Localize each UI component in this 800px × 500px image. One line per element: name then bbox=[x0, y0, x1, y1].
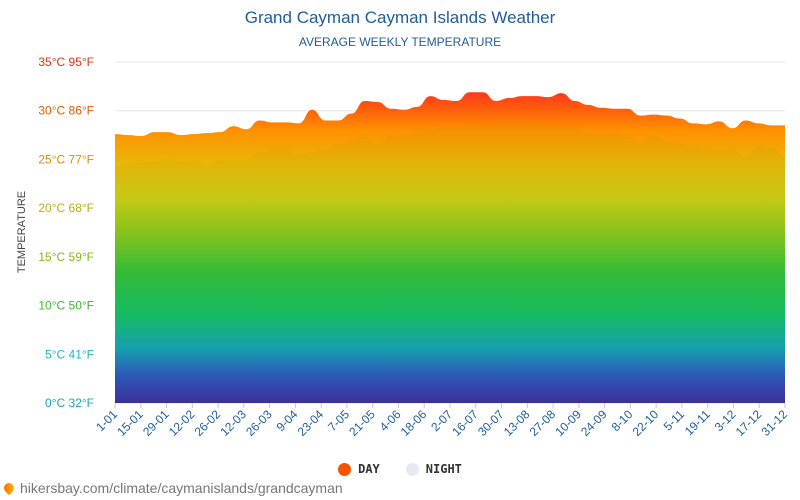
y-tick-label: 10°C 50°F bbox=[38, 299, 94, 313]
chart-subtitle: AVERAGE WEEKLY TEMPERATURE bbox=[298, 35, 502, 49]
plot-areas bbox=[115, 92, 785, 404]
y-tick-label: 15°C 59°F bbox=[38, 250, 94, 264]
x-tick-label: 31-12 bbox=[759, 407, 791, 439]
legend-item-day[interactable]: DAY bbox=[338, 462, 380, 476]
x-tick-label: 18-06 bbox=[398, 407, 430, 439]
legend: DAY NIGHT bbox=[0, 462, 800, 476]
x-tick-label: 24-09 bbox=[578, 407, 610, 439]
x-tick-label: 26-03 bbox=[243, 407, 275, 439]
day-dot-icon bbox=[338, 462, 352, 476]
x-axis-ticks: 1-0115-0129-0112-0226-0212-0326-039-0423… bbox=[93, 403, 790, 439]
watermark[interactable]: hikersbay.com/climate/caymanislands/gran… bbox=[1, 480, 343, 496]
y-tick-label: 25°C 77°F bbox=[38, 152, 94, 166]
series-night-shade bbox=[115, 123, 785, 403]
x-tick-label: 21-05 bbox=[346, 407, 378, 439]
x-tick-label: 17-12 bbox=[733, 407, 765, 439]
x-tick-label: 13-08 bbox=[501, 407, 533, 439]
night-dot-icon bbox=[405, 462, 419, 476]
x-tick-label: 29-01 bbox=[140, 407, 172, 439]
legend-label-night: NIGHT bbox=[425, 462, 462, 476]
x-tick-label: 30-07 bbox=[475, 407, 507, 439]
x-tick-label: 12-02 bbox=[166, 407, 198, 439]
x-tick-label: 16-07 bbox=[449, 407, 481, 439]
x-tick-label: 10-09 bbox=[552, 407, 584, 439]
x-tick-label: 22-10 bbox=[630, 407, 662, 439]
watermark-text: hikersbay.com/climate/caymanislands/gran… bbox=[20, 480, 343, 496]
y-axis-label: TEMPERATURE bbox=[16, 191, 28, 273]
location-pin-icon bbox=[1, 480, 17, 496]
legend-item-night[interactable]: NIGHT bbox=[405, 462, 462, 476]
y-tick-label: 20°C 68°F bbox=[38, 201, 94, 215]
y-tick-label: 30°C 86°F bbox=[38, 104, 94, 118]
x-tick-label: 15-01 bbox=[114, 407, 146, 439]
x-tick-label: 26-02 bbox=[192, 407, 224, 439]
series-night-area[interactable] bbox=[115, 123, 785, 403]
x-tick-label: 12-03 bbox=[217, 407, 249, 439]
chart-title: Grand Cayman Cayman Islands Weather bbox=[244, 8, 556, 27]
y-axis-ticks: 0°C 32°F 5°C 41°F 10°C 50°F 15°C 59°F 20°C 6… bbox=[38, 55, 94, 410]
y-tick-label: 0°C 32°F bbox=[45, 396, 94, 410]
x-tick-label: 19-11 bbox=[682, 407, 713, 438]
x-tick-label: 27-08 bbox=[527, 407, 559, 439]
y-tick-label: 5°C 41°F bbox=[45, 347, 94, 361]
legend-label-day: DAY bbox=[358, 462, 380, 476]
y-tick-label: 35°C 95°F bbox=[38, 55, 94, 69]
x-tick-label: 23-04 bbox=[295, 407, 327, 439]
